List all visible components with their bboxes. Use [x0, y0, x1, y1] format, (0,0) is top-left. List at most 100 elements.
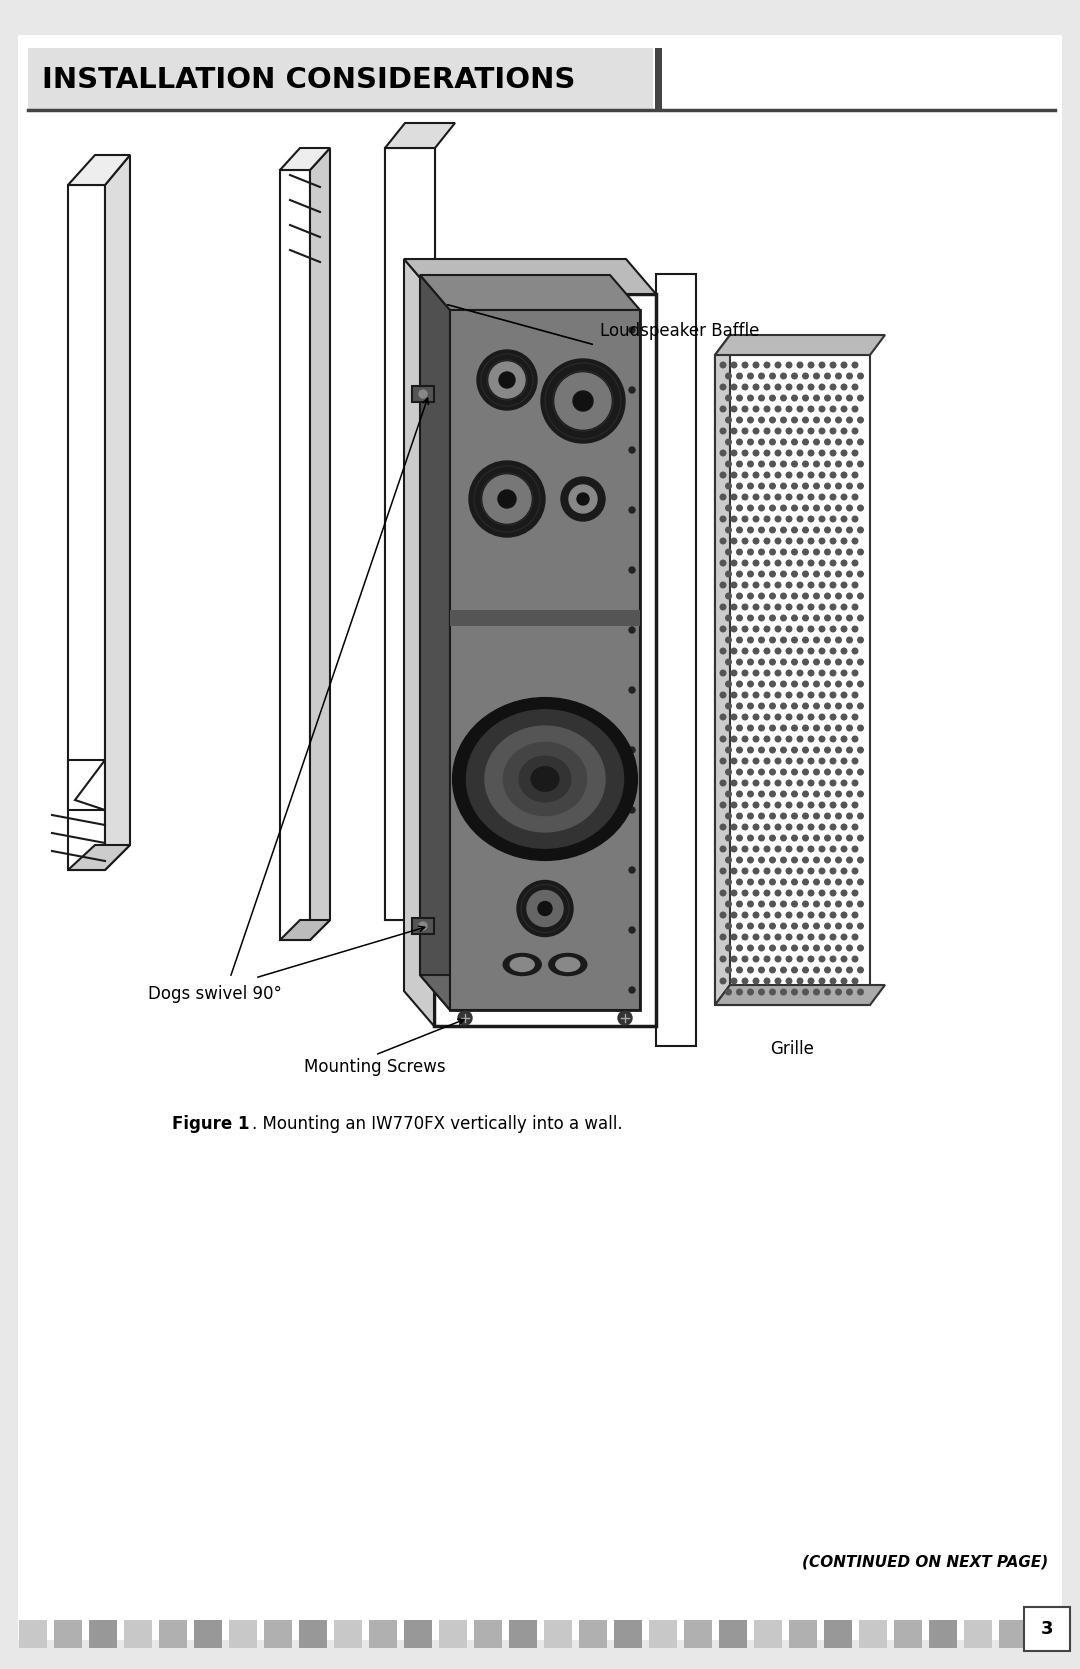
Circle shape — [720, 824, 726, 829]
Circle shape — [742, 714, 747, 719]
Circle shape — [825, 681, 831, 688]
Circle shape — [527, 891, 563, 926]
Circle shape — [813, 461, 820, 467]
Circle shape — [813, 374, 820, 379]
Circle shape — [629, 447, 635, 452]
Bar — [893, 1621, 921, 1647]
Circle shape — [820, 671, 825, 676]
Circle shape — [737, 923, 742, 930]
Circle shape — [753, 824, 759, 829]
Circle shape — [836, 834, 841, 841]
Circle shape — [797, 671, 802, 676]
Circle shape — [765, 736, 770, 741]
Circle shape — [753, 604, 759, 609]
Circle shape — [858, 506, 863, 511]
Circle shape — [747, 396, 754, 401]
Circle shape — [820, 714, 825, 719]
Circle shape — [720, 582, 726, 587]
Circle shape — [726, 527, 731, 532]
Circle shape — [852, 935, 858, 940]
Circle shape — [737, 396, 742, 401]
Circle shape — [802, 769, 808, 774]
Circle shape — [731, 736, 737, 741]
Circle shape — [792, 417, 797, 422]
Circle shape — [720, 758, 726, 764]
Circle shape — [419, 391, 427, 397]
Circle shape — [786, 714, 792, 719]
Circle shape — [813, 968, 820, 973]
Circle shape — [786, 868, 792, 875]
Circle shape — [747, 813, 754, 819]
Circle shape — [770, 901, 775, 906]
Circle shape — [813, 726, 820, 731]
Circle shape — [747, 726, 754, 731]
Circle shape — [792, 461, 797, 467]
Bar — [654, 48, 662, 110]
Circle shape — [836, 858, 841, 863]
Circle shape — [498, 491, 516, 507]
Circle shape — [720, 362, 726, 367]
Circle shape — [820, 561, 825, 566]
Circle shape — [786, 736, 792, 741]
Circle shape — [792, 813, 797, 819]
Circle shape — [726, 813, 731, 819]
Polygon shape — [404, 259, 434, 1026]
Circle shape — [858, 638, 863, 643]
Circle shape — [737, 616, 742, 621]
Circle shape — [808, 472, 814, 477]
Circle shape — [852, 693, 858, 698]
Circle shape — [847, 726, 852, 731]
Circle shape — [820, 582, 825, 587]
Circle shape — [775, 582, 781, 587]
Circle shape — [781, 791, 786, 796]
Circle shape — [802, 968, 808, 973]
Circle shape — [813, 791, 820, 796]
Circle shape — [747, 374, 754, 379]
Circle shape — [858, 439, 863, 446]
Circle shape — [737, 681, 742, 688]
Circle shape — [781, 726, 786, 731]
Circle shape — [726, 549, 731, 554]
Circle shape — [759, 638, 765, 643]
Circle shape — [747, 880, 754, 885]
Circle shape — [836, 659, 841, 664]
Circle shape — [765, 494, 770, 499]
Circle shape — [726, 638, 731, 643]
Circle shape — [742, 561, 747, 566]
Bar — [788, 1621, 816, 1647]
Circle shape — [765, 429, 770, 434]
Circle shape — [770, 834, 775, 841]
Circle shape — [808, 561, 814, 566]
Polygon shape — [420, 975, 640, 1010]
Polygon shape — [310, 149, 330, 940]
Circle shape — [808, 516, 814, 522]
Circle shape — [720, 648, 726, 654]
Circle shape — [770, 616, 775, 621]
Circle shape — [831, 604, 836, 609]
Circle shape — [786, 779, 792, 786]
Circle shape — [731, 362, 737, 367]
Polygon shape — [384, 149, 435, 920]
Circle shape — [419, 921, 427, 930]
Circle shape — [802, 834, 808, 841]
Circle shape — [836, 506, 841, 511]
Bar — [438, 1621, 467, 1647]
Circle shape — [813, 945, 820, 951]
Ellipse shape — [485, 726, 605, 831]
Bar — [859, 1621, 887, 1647]
Bar — [450, 310, 640, 1010]
Circle shape — [742, 582, 747, 587]
Circle shape — [747, 638, 754, 643]
Circle shape — [759, 659, 765, 664]
Circle shape — [847, 549, 852, 554]
Circle shape — [847, 638, 852, 643]
Circle shape — [759, 769, 765, 774]
Circle shape — [858, 769, 863, 774]
Circle shape — [797, 561, 802, 566]
Circle shape — [747, 484, 754, 489]
Circle shape — [841, 671, 847, 676]
Circle shape — [747, 616, 754, 621]
Circle shape — [820, 978, 825, 983]
Circle shape — [792, 791, 797, 796]
Circle shape — [775, 779, 781, 786]
